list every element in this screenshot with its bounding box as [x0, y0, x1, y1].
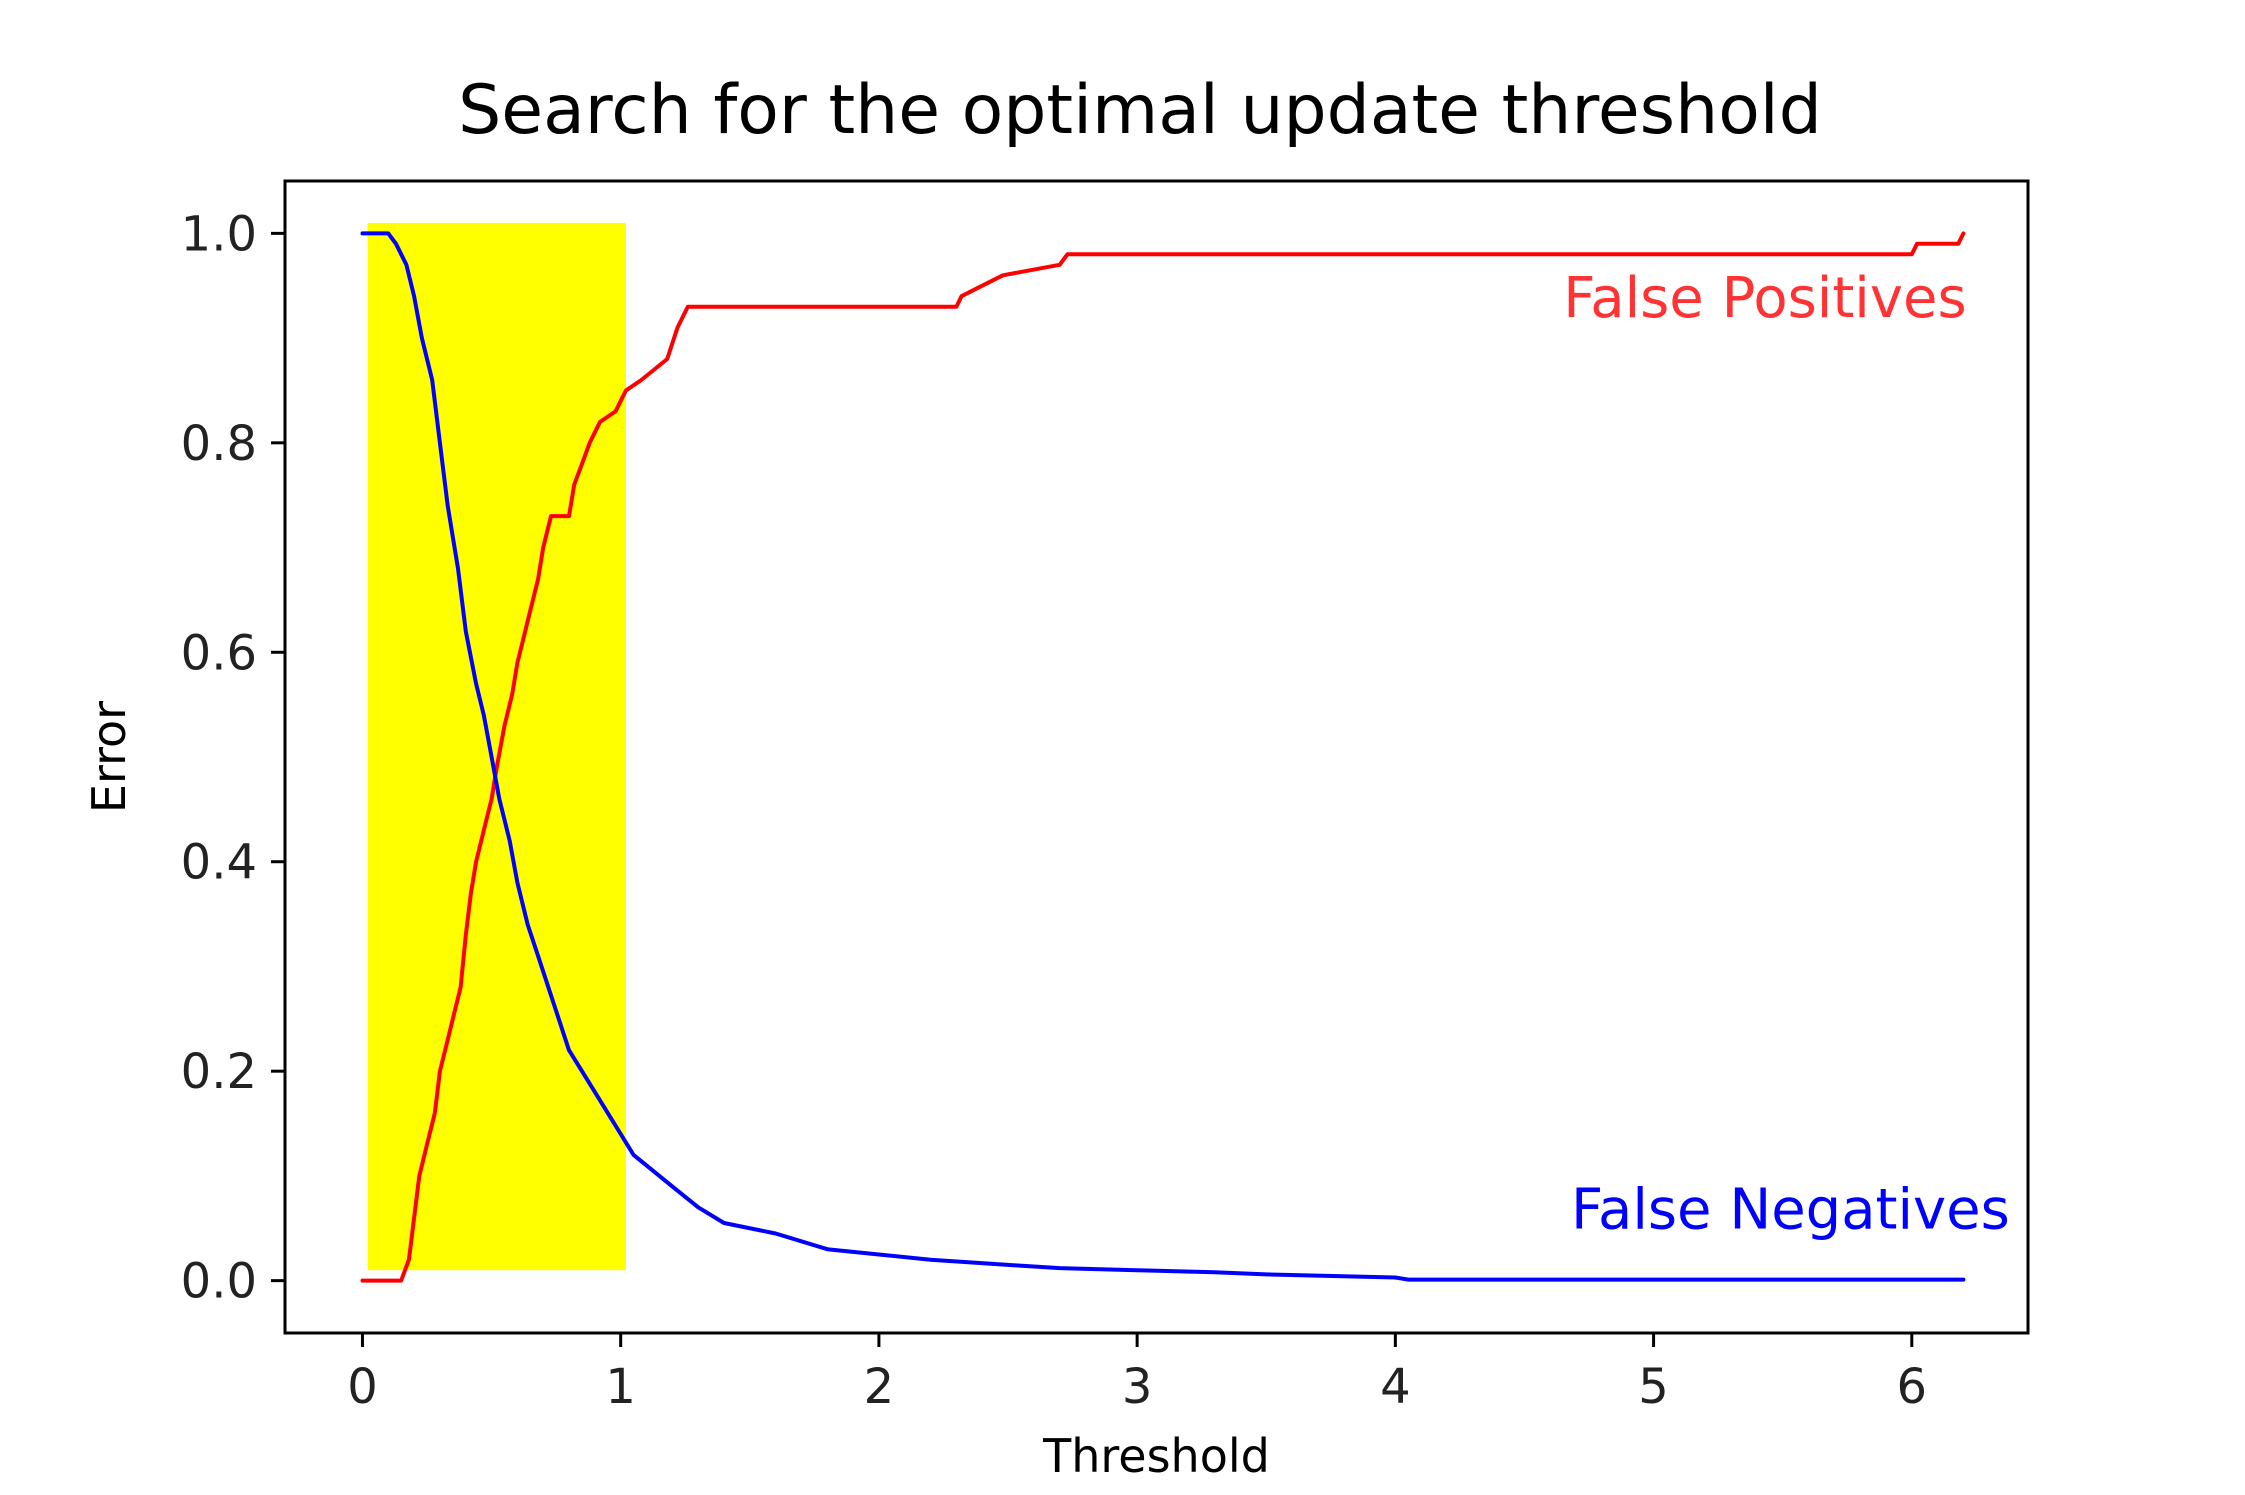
annotation-false-positives: False Positives	[1563, 266, 1966, 331]
y-axis: 0.0 0.2 0.4 0.6 0.8 1.0	[181, 206, 285, 1310]
y-tick-label: 0.2	[181, 1044, 257, 1100]
x-tick-label: 4	[1380, 1359, 1411, 1415]
x-tick-label: 5	[1638, 1359, 1669, 1415]
chart-title: Search for the optimal update threshold	[458, 71, 1822, 150]
x-axis: 0 1 2 3 4 5 6	[347, 1333, 1927, 1415]
series-line-false-positives	[360, 231, 1966, 1283]
series-line-false-negatives	[360, 231, 1966, 1282]
axes-frame	[283, 179, 2030, 1335]
y-axis-label: Error	[82, 701, 136, 813]
x-axis-label: Threshold	[1042, 1429, 1270, 1483]
annotations: False Positives False Negatives	[1563, 266, 2010, 1242]
y-tick-label: 0.4	[181, 835, 257, 891]
y-tick-label: 0.8	[181, 416, 257, 472]
x-tick-label: 6	[1897, 1359, 1928, 1415]
x-tick-label: 0	[347, 1359, 378, 1415]
highlight-region	[367, 222, 626, 1271]
y-tick-label: 0.6	[181, 625, 257, 681]
y-tick-label: 0.0	[181, 1254, 257, 1310]
x-tick-label: 3	[1122, 1359, 1153, 1415]
x-tick-label: 2	[864, 1359, 895, 1415]
plot-area	[360, 222, 1966, 1283]
y-tick-label: 1.0	[181, 206, 257, 262]
x-tick-label: 1	[605, 1359, 636, 1415]
annotation-false-negatives: False Negatives	[1571, 1177, 2010, 1242]
